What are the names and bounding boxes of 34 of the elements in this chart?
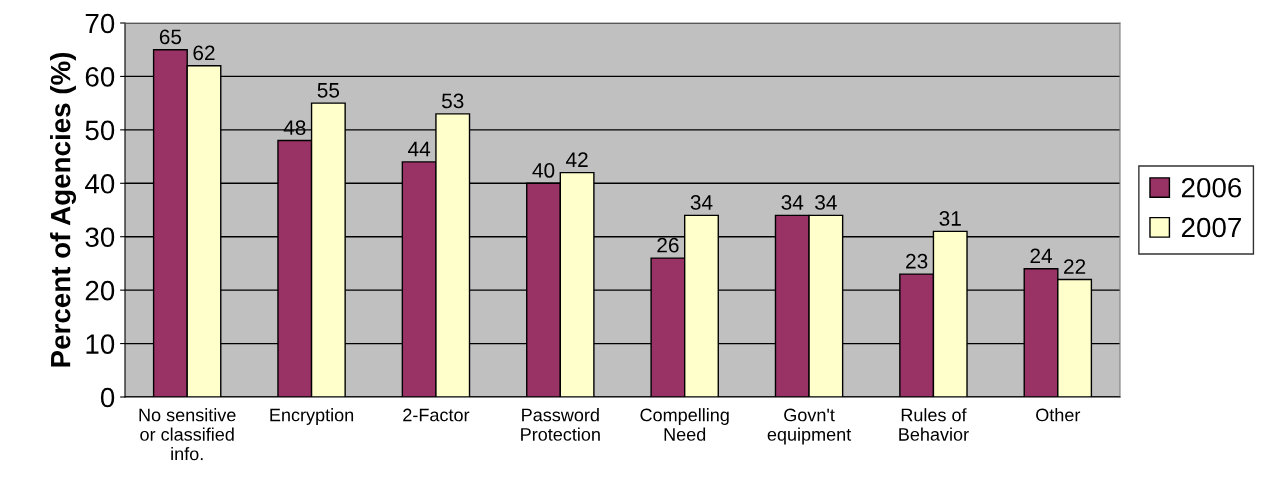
- data-label: 26: [657, 237, 679, 253]
- x-tick-label: Compelling Need: [640, 408, 729, 441]
- data-label: 40: [532, 163, 555, 178]
- y-tick-label: 0: [100, 387, 115, 408]
- x-tick-label: Other: [1036, 408, 1081, 422]
- y-tick-label: 60: [85, 67, 115, 87]
- data-label: 53: [441, 93, 464, 109]
- y-axis-title: Percent of Agencies (%): [50, 52, 77, 367]
- data-label: 34: [781, 195, 804, 210]
- data-label: 44: [408, 141, 431, 157]
- data-label: 42: [566, 152, 588, 167]
- y-tick-label: 50: [85, 120, 115, 141]
- data-label: 24: [1030, 248, 1052, 264]
- x-tick-label: Govn't equipment: [767, 408, 852, 445]
- x-tick-label: Rules of Behavior: [899, 408, 969, 441]
- data-label: 34: [815, 195, 837, 210]
- y-tick-label: 30: [85, 227, 115, 248]
- data-label: 34: [690, 195, 713, 210]
- y-tick-label: 70: [85, 13, 115, 34]
- x-tick-label: 2-Factor: [403, 408, 470, 422]
- x-tick-label: Password Protection: [521, 408, 600, 441]
- legend-label: 2006: [1181, 177, 1242, 198]
- data-label: 22: [1064, 259, 1086, 274]
- data-label: 23: [906, 253, 928, 269]
- y-tick-label: 40: [85, 173, 115, 194]
- data-label: 62: [193, 45, 215, 61]
- y-tick-label: 10: [86, 334, 115, 354]
- legend-label: 2007: [1181, 217, 1241, 238]
- data-label: 65: [159, 29, 182, 45]
- x-tick-label: No sensitive or classified info.: [139, 408, 236, 461]
- data-label: 31: [939, 211, 961, 226]
- data-label: 55: [317, 83, 340, 98]
- x-tick-label: Encryption: [270, 408, 354, 425]
- y-tick-label: 20: [85, 280, 115, 301]
